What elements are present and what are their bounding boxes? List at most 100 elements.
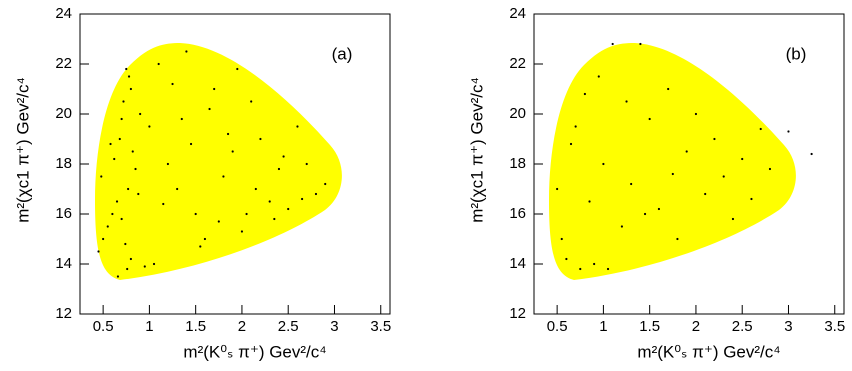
- point: [134, 167, 137, 171]
- point: [106, 225, 109, 228]
- point: [129, 257, 132, 261]
- point: [569, 142, 573, 146]
- point: [282, 155, 285, 158]
- x-tick-label: 3.5: [824, 318, 845, 335]
- point: [565, 257, 568, 261]
- point: [240, 230, 244, 233]
- x-tick-label: 3: [784, 318, 792, 335]
- point: [254, 187, 257, 191]
- point: [583, 92, 586, 96]
- allowed-region: [549, 43, 796, 280]
- point: [120, 117, 123, 121]
- x-tick-label: 1.5: [185, 318, 206, 335]
- panel-label: (a): [332, 44, 353, 63]
- point: [127, 75, 131, 78]
- point: [759, 127, 762, 131]
- point: [120, 217, 123, 221]
- point: [639, 42, 642, 46]
- y-tick-label: 22: [55, 55, 72, 72]
- point: [277, 167, 281, 171]
- x-tick-label: 2: [692, 318, 700, 335]
- point: [287, 207, 290, 211]
- point: [305, 162, 308, 166]
- point: [273, 217, 276, 221]
- point: [685, 150, 688, 153]
- y-tick-label: 22: [509, 55, 526, 72]
- y-axis-title: m²(χc1 π⁺) Gev²/c⁴: [13, 77, 32, 223]
- panel-b: 0.5 1 1.5 2 2.5 3 3.5 12 14 16 18 20 22 24 m²(K⁰ₛ π⁺) …: [467, 5, 845, 362]
- y-tick-label: 14: [509, 255, 526, 272]
- point: [324, 182, 327, 186]
- point: [116, 275, 120, 278]
- point: [148, 125, 151, 128]
- x-tick-label: 1.5: [639, 318, 660, 335]
- point: [222, 175, 225, 178]
- y-tick-label: 12: [55, 305, 72, 322]
- point: [676, 237, 679, 241]
- x-tick-label: 2.5: [278, 318, 299, 335]
- x-tick-label: 1: [599, 318, 607, 335]
- point: [111, 212, 114, 216]
- point: [741, 157, 744, 161]
- point: [126, 267, 129, 271]
- point: [137, 192, 140, 196]
- y-tick-label: 18: [55, 155, 72, 172]
- point: [597, 75, 600, 78]
- point: [787, 130, 790, 133]
- point: [314, 192, 318, 196]
- point: [643, 212, 647, 216]
- point: [588, 200, 591, 203]
- point: [124, 242, 127, 246]
- point: [217, 220, 220, 223]
- point: [593, 262, 596, 266]
- point: [300, 197, 304, 201]
- point: [713, 137, 716, 141]
- y-tick-label: 18: [509, 155, 526, 172]
- point: [296, 125, 299, 128]
- allowed-region: [95, 43, 342, 280]
- x-axis-title: m²(K⁰ₛ π⁺) Gev²/c⁴: [183, 342, 326, 361]
- point: [208, 107, 211, 111]
- point: [185, 50, 188, 53]
- point: [611, 42, 614, 46]
- x-tick-label: 2: [238, 318, 246, 335]
- point: [127, 187, 130, 191]
- point: [194, 212, 197, 216]
- y-tick-label: 14: [55, 255, 72, 272]
- point: [750, 197, 753, 201]
- point: [768, 167, 772, 171]
- point: [556, 187, 559, 191]
- point: [602, 162, 605, 166]
- point: [176, 187, 179, 191]
- point: [560, 237, 563, 241]
- point: [131, 150, 134, 153]
- x-tick-label: 0.5: [547, 318, 568, 335]
- point: [231, 150, 234, 153]
- point: [118, 137, 121, 141]
- x-axis-title: m²(K⁰ₛ π⁺) Gev²/c⁴: [637, 342, 780, 361]
- y-tick-label: 24: [509, 5, 526, 22]
- point: [189, 142, 193, 146]
- point: [213, 87, 216, 91]
- point: [139, 112, 142, 116]
- point: [180, 117, 183, 121]
- point: [236, 67, 239, 71]
- x-tick-label: 3: [330, 318, 338, 335]
- point: [97, 250, 100, 253]
- point: [620, 225, 624, 228]
- point: [245, 212, 248, 216]
- y-tick-label: 24: [55, 5, 72, 22]
- point: [157, 62, 160, 66]
- point: [125, 67, 128, 71]
- x-tick-label: 1: [145, 318, 153, 335]
- point: [152, 262, 156, 266]
- point: [115, 200, 119, 203]
- point: [268, 200, 271, 203]
- point: [704, 192, 707, 196]
- y-tick-label: 12: [509, 305, 526, 322]
- point: [259, 137, 262, 141]
- point: [143, 265, 146, 268]
- point: [579, 267, 582, 271]
- point: [109, 142, 112, 146]
